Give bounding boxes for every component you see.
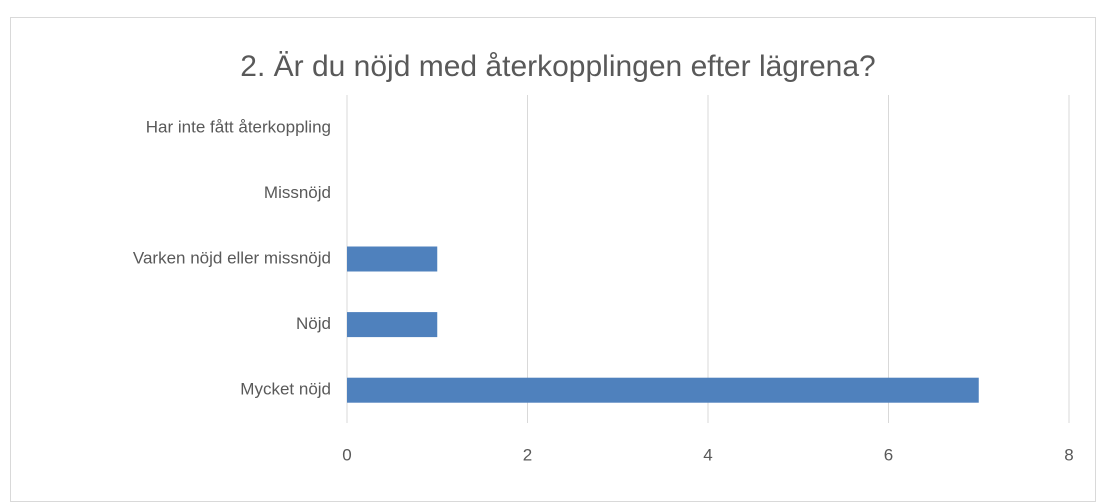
bar [347, 246, 438, 272]
bar [347, 377, 979, 403]
y-tick-label: Varken nöjd eller missnöjd [133, 248, 331, 267]
chart-title: 2. Är du nöjd med återkopplingen efter l… [240, 50, 875, 83]
y-tick-label: Missnöjd [264, 183, 331, 202]
y-tick-label: Har inte fått återkoppling [146, 117, 331, 136]
x-tick-label: 2 [523, 445, 532, 464]
chart-border [10, 17, 1096, 502]
bar [347, 312, 438, 338]
y-tick-label: Nöjd [296, 314, 331, 333]
x-tick-label: 6 [884, 445, 893, 464]
y-tick-label: Mycket nöjd [240, 380, 331, 399]
x-tick-label: 8 [1064, 445, 1073, 464]
x-tick-label: 0 [342, 445, 351, 464]
x-tick-label: 4 [703, 445, 712, 464]
